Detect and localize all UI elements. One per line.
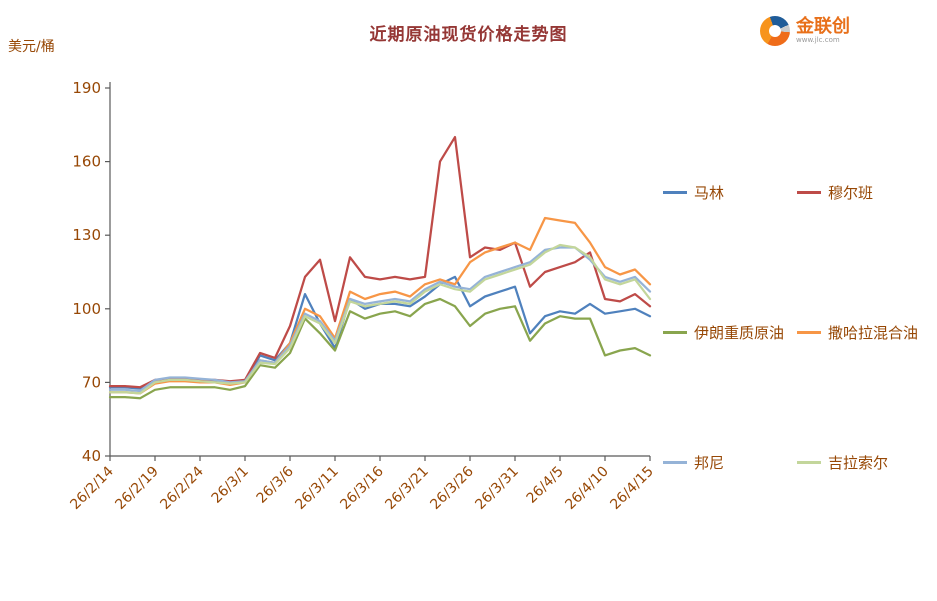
y-tick-label: 100	[72, 300, 101, 318]
logo-text-wrap: 金联创 www.jlc.com	[796, 17, 850, 44]
x-tick-label: 26/3/16	[337, 463, 387, 513]
x-tick-label: 26/3/26	[427, 463, 477, 513]
legend-item-5: 吉拉索尔	[797, 452, 888, 473]
legend-label-2: 伊朗重质原油	[694, 324, 785, 342]
x-tick-label: 26/4/5	[524, 464, 567, 507]
legend-item-1: 穆尔班	[797, 182, 873, 203]
legend-swatch-0	[663, 191, 687, 194]
y-axis-unit-label: 美元/桶	[8, 39, 55, 55]
legend-swatch-2	[663, 331, 687, 334]
x-tick-label: 26/3/6	[254, 463, 297, 506]
legend-item-4: 邦尼	[663, 452, 724, 473]
logo-subtext: www.jlc.com	[796, 36, 840, 45]
chart-title: 近期原油现货价格走势图	[369, 25, 568, 45]
logo-name: 金联创	[796, 16, 850, 38]
x-tick-label: 26/2/19	[112, 464, 161, 513]
series-line-1	[108, 135, 652, 389]
y-tick-label: 130	[72, 226, 101, 244]
y-tick-label: 70	[82, 373, 101, 391]
x-tick-label: 26/2/24	[157, 463, 207, 513]
series-line-2	[108, 297, 652, 400]
x-tick-label: 26/3/1	[209, 464, 252, 507]
legend-label-0: 马林	[694, 184, 725, 202]
x-tick-label: 26/2/14	[67, 463, 117, 513]
legend-item-0: 马林	[663, 182, 724, 203]
series-line-4	[108, 246, 652, 393]
x-tick-label: 26/3/31	[472, 464, 521, 513]
x-tick-label: 26/4/10	[562, 464, 611, 513]
series-line-5	[108, 243, 652, 395]
y-tick-label: 40	[82, 447, 101, 465]
legend-swatch-1	[797, 191, 821, 194]
x-tick-label: 26/3/11	[292, 464, 341, 513]
legend-label-5: 吉拉索尔	[828, 454, 889, 472]
logo: 金联创 www.jlc.com	[760, 16, 850, 46]
legend-item-2: 伊朗重质原油	[663, 322, 784, 343]
legend-label-4: 邦尼	[694, 454, 725, 472]
y-tick-label: 190	[72, 79, 101, 97]
legend-swatch-3	[797, 331, 821, 334]
y-tick-label: 160	[72, 153, 101, 171]
logo-icon	[760, 16, 790, 46]
legend-swatch-5	[797, 461, 821, 464]
x-tick-label: 26/3/21	[382, 464, 431, 513]
legend-item-3: 撒哈拉混合油	[797, 322, 918, 343]
x-tick-label: 26/4/15	[607, 464, 656, 513]
legend-label-1: 穆尔班	[828, 184, 874, 202]
legend-swatch-4	[663, 461, 687, 464]
legend-label-3: 撒哈拉混合油	[828, 324, 919, 342]
series-line-3	[108, 216, 652, 395]
